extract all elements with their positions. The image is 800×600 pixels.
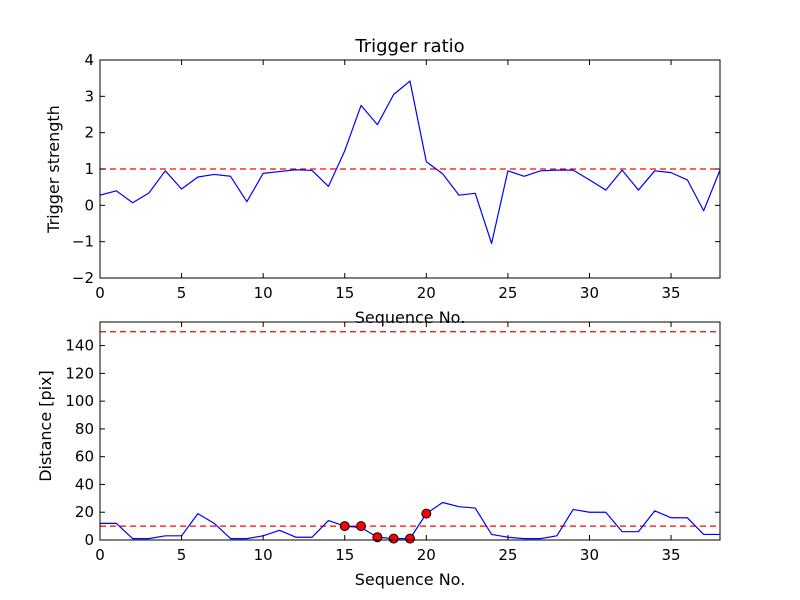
marker-point xyxy=(388,533,399,544)
y-tick-label: 60 xyxy=(75,448,94,466)
x-tick-label: 15 xyxy=(335,546,354,564)
x-tick-label: 25 xyxy=(498,546,517,564)
marker-point xyxy=(339,521,350,532)
trigger-ratio-chart: Trigger ratio Trigger strength Sequence … xyxy=(44,36,721,327)
y-tick-label: −2 xyxy=(72,269,94,287)
marker-point xyxy=(421,508,432,519)
x-tick-label: 5 xyxy=(177,546,187,564)
y-tick-label: 2 xyxy=(84,124,94,142)
y-tick-label: 0 xyxy=(84,196,94,214)
marker-point xyxy=(372,532,383,543)
x-tick-label: 35 xyxy=(662,546,681,564)
y-tick-label: 40 xyxy=(75,475,94,493)
x-tick-label: 25 xyxy=(498,284,517,302)
y-tick-label: 100 xyxy=(65,392,94,410)
marker-point xyxy=(356,521,367,532)
x-tick-label: 35 xyxy=(662,284,681,302)
y-axis-label: Distance [pix] xyxy=(36,370,55,482)
y-tick-label: 120 xyxy=(65,364,94,382)
y-tick-label: 80 xyxy=(75,420,94,438)
x-tick-label: 30 xyxy=(580,284,599,302)
x-tick-label: 20 xyxy=(417,546,436,564)
y-tick-label: 3 xyxy=(84,87,94,105)
chart-title: Trigger ratio xyxy=(354,36,464,57)
y-tick-label: 140 xyxy=(65,337,94,355)
x-tick-label: 5 xyxy=(177,284,187,302)
x-tick-label: 10 xyxy=(254,546,273,564)
y-tick-label: 1 xyxy=(84,160,94,178)
x-tick-label: 15 xyxy=(335,284,354,302)
x-tick-label: 0 xyxy=(95,284,105,302)
series-line xyxy=(100,80,720,245)
x-tick-label: 0 xyxy=(95,546,105,564)
y-tick-label: 4 xyxy=(84,51,94,69)
x-tick-label: 30 xyxy=(580,546,599,564)
y-tick-label: 0 xyxy=(84,531,94,549)
y-tick-label: −1 xyxy=(72,233,94,251)
distance-chart: Distance [pix] Sequence No. 0 5 10 15 20 25 30… xyxy=(36,321,721,589)
x-tick-label: 10 xyxy=(254,284,273,302)
marker-point xyxy=(405,533,415,544)
y-axis-label: Trigger strength xyxy=(44,105,63,234)
x-axis-label: Sequence No. xyxy=(355,570,466,589)
y-tick-label: 20 xyxy=(75,503,94,521)
x-axis-label: Sequence No. xyxy=(355,308,466,327)
x-tick-label: 20 xyxy=(417,284,436,302)
axes-frame xyxy=(99,321,721,541)
